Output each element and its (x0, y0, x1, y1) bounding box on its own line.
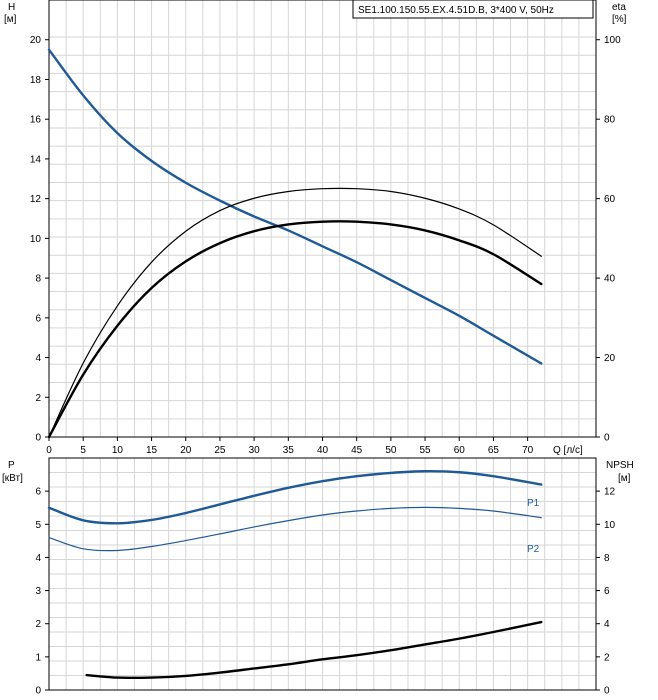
left-tick-label: 14 (30, 154, 42, 165)
x-tick-label: 50 (385, 445, 397, 456)
model-label: SE1.100.150.55.EX.4.51D.B, 3*400 V, 50Hz (358, 5, 554, 16)
right-tick-label: 20 (604, 353, 616, 364)
left-tick-label: 8 (35, 274, 41, 285)
left-tick-label: 2 (35, 393, 41, 404)
x-tick-label: 10 (112, 445, 124, 456)
series-line-0-0 (47, 48, 543, 365)
x-tick-label: 55 (420, 445, 432, 456)
x-tick-label: 35 (283, 445, 295, 456)
top-left-axis-unit: [м] (4, 14, 17, 25)
x-tick-label: 30 (249, 445, 261, 456)
top-right-axis-name: eta (612, 2, 626, 13)
series-line-0-2 (47, 220, 543, 439)
right-tick-label: 4 (604, 619, 610, 630)
x-tick-label: 15 (146, 445, 158, 456)
series-label-p1: P1 (527, 498, 540, 509)
left-tick-label: 20 (30, 35, 42, 46)
left-tick-label: 10 (30, 234, 42, 245)
right-tick-label: 2 (604, 652, 610, 663)
left-tick-label: 1 (35, 652, 41, 663)
top-left-axis-name: H (8, 2, 15, 13)
right-tick-label: 60 (604, 194, 616, 205)
plot-frame (48, 457, 597, 691)
left-tick-label: 3 (35, 586, 41, 597)
x-axis-label: Q [л/с] (553, 445, 583, 456)
left-tick-label: 5 (35, 520, 41, 531)
left-tick-label: 4 (35, 353, 41, 364)
x-tick-label: 20 (180, 445, 192, 456)
left-tick-label: 0 (35, 686, 41, 697)
x-tick-label: 60 (454, 445, 466, 456)
model-label-box (352, 0, 594, 19)
x-tick-label: 45 (351, 445, 363, 456)
x-tick-label: 65 (488, 445, 500, 456)
left-tick-label: 16 (30, 115, 42, 126)
right-tick-label: 80 (604, 115, 616, 126)
bottom-left-axis-name: P (8, 460, 15, 471)
left-tick-label: 2 (35, 619, 41, 630)
bottom-left-axis-unit: [кВт] (2, 473, 23, 484)
top-right-axis-unit: [%] (612, 14, 627, 25)
right-tick-label: 10 (604, 520, 616, 531)
right-tick-label: 100 (604, 35, 621, 46)
left-tick-label: 12 (30, 194, 42, 205)
right-tick-label: 6 (604, 586, 610, 597)
x-tick-label: 25 (214, 445, 226, 456)
series-line-1-1 (48, 506, 542, 552)
right-tick-label: 0 (604, 433, 610, 444)
x-tick-label: 40 (317, 445, 329, 456)
left-tick-label: 6 (35, 313, 41, 324)
left-tick-label: 0 (35, 433, 41, 444)
series-line-1-2 (85, 620, 543, 680)
right-tick-label: 8 (604, 553, 610, 564)
head-efficiency-panel: 0 2 4 6 8 10 12 14 16 18 20 0 20 40 60 80 100 0 5 10 15 20 25 3… (30, 0, 621, 456)
series-line-1-0 (47, 470, 543, 525)
bottom-right-axis-unit: [м] (618, 473, 631, 484)
left-tick-label: 6 (35, 487, 41, 498)
left-tick-label: 4 (35, 553, 41, 564)
left-tick-label: 18 (30, 75, 42, 86)
x-tick-label: 0 (46, 445, 52, 456)
x-tick-label: 70 (522, 445, 534, 456)
right-tick-label: 40 (604, 274, 616, 285)
x-tick-label: 5 (80, 445, 86, 456)
bottom-right-axis-name: NPSH (606, 460, 634, 471)
series-line-0-1 (48, 187, 542, 438)
right-tick-label: 12 (604, 487, 616, 498)
series-label-p2: P2 (527, 544, 540, 555)
right-tick-label: 0 (604, 686, 610, 697)
